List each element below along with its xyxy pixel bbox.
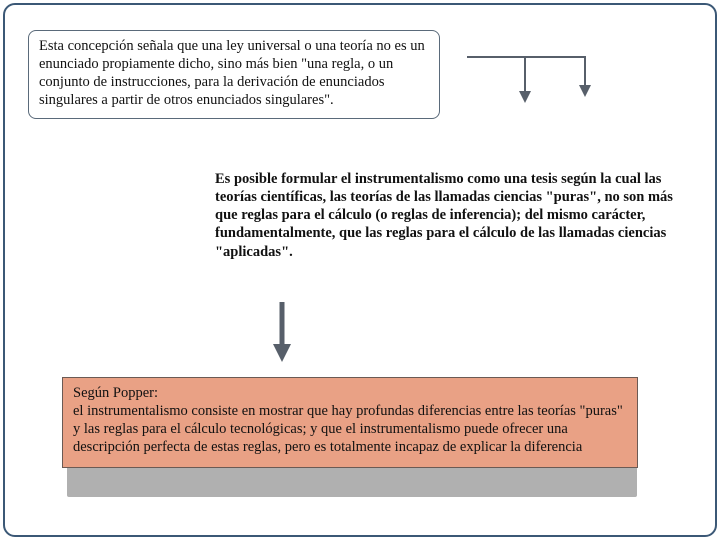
box3-rest: el instrumentalismo consiste en mostrar … (73, 403, 623, 455)
box1-text: Esta concepción señala que una ley unive… (39, 38, 425, 108)
popper-box: Según Popper: el instrumentalismo consis… (62, 377, 638, 468)
box2-text: Es posible formular el instrumentalismo … (215, 171, 673, 260)
elbow-connector-svg (465, 55, 605, 115)
down-arrow-connector (270, 300, 294, 369)
concept-box-2: Es posible formular el instrumentalismo … (215, 170, 680, 261)
concept-box-1: Esta concepción señala que una ley unive… (28, 30, 440, 119)
elbow-connector (465, 55, 605, 120)
down-arrow-svg (270, 300, 294, 364)
box3-line1: Según Popper: (73, 385, 158, 401)
